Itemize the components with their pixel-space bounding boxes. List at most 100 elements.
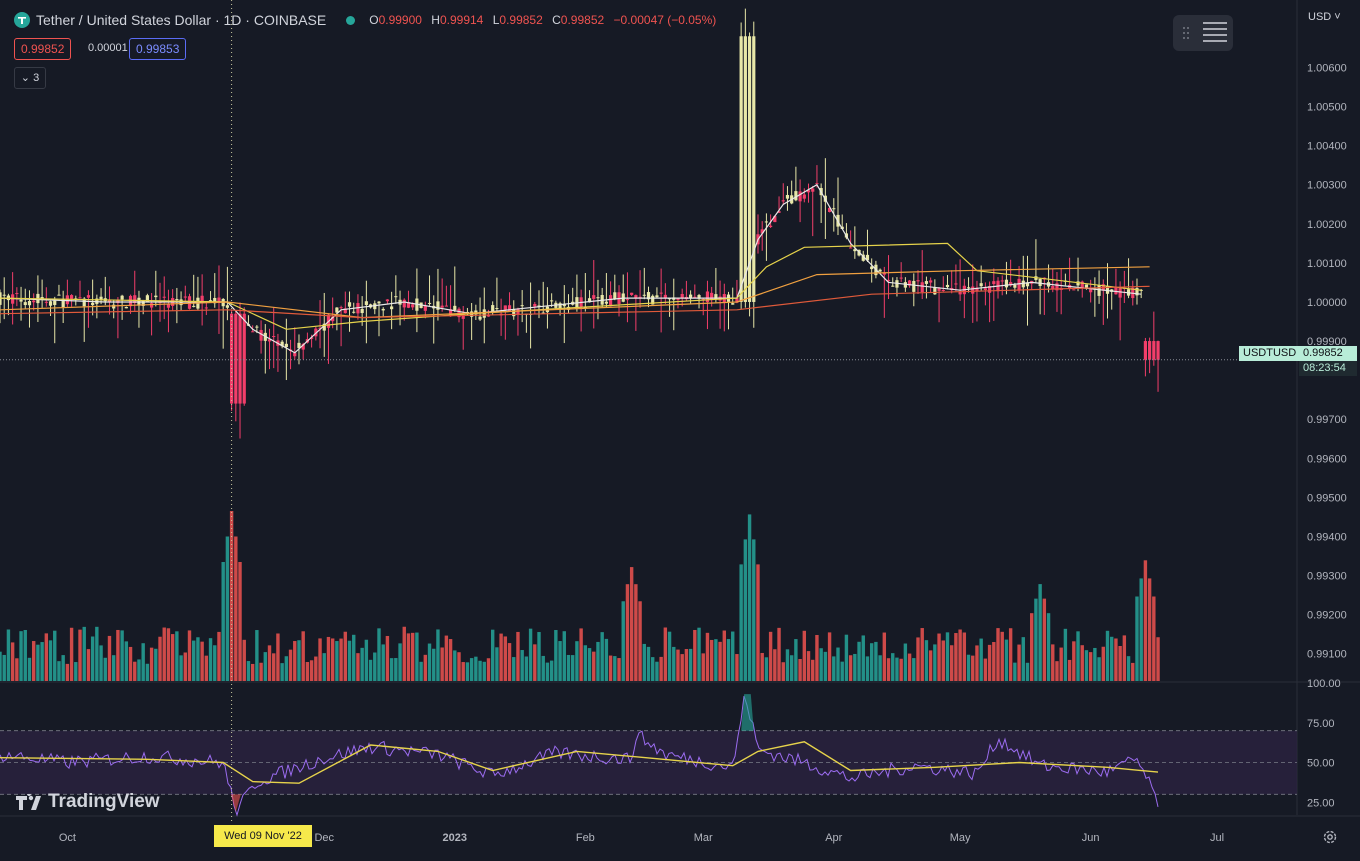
time-tick-label: Jun	[1082, 832, 1100, 844]
candle-body	[592, 295, 596, 299]
candle-body	[280, 341, 284, 347]
candle-body	[360, 308, 364, 314]
object-tree-button[interactable]	[1173, 15, 1233, 51]
rsi-oversold-fill	[230, 794, 241, 812]
volume-bar	[107, 635, 112, 681]
buy-price-button[interactable]: 0.99853	[129, 38, 187, 60]
candle-body	[849, 247, 853, 249]
volume-bar	[10, 642, 15, 681]
candle-body	[752, 36, 756, 302]
candle-body	[120, 295, 124, 300]
volume-bar	[1059, 647, 1063, 681]
volume-bar	[709, 639, 714, 681]
volume-bar	[1126, 656, 1131, 681]
volume-bar	[1000, 631, 1004, 681]
axes: 1.00600 1.00500 1.00400 1.00300 1.00200 1.001…	[0, 0, 1347, 844]
volume-bar	[27, 657, 32, 681]
currency-selector[interactable]: USD ˅	[1308, 11, 1341, 23]
candle-body	[145, 295, 149, 303]
candle-body	[381, 308, 385, 311]
volume-bar	[301, 631, 305, 681]
candle-body	[537, 305, 541, 307]
volume-bar	[474, 656, 478, 681]
candle-body	[878, 269, 882, 272]
candle-body	[154, 295, 158, 298]
volume-bar	[432, 648, 436, 681]
candle-body	[507, 305, 512, 312]
volume-bar	[747, 514, 752, 681]
volume-bar	[962, 632, 967, 681]
volume-bar	[924, 640, 929, 681]
candle-body	[457, 308, 461, 318]
volume-bar	[844, 634, 849, 681]
candle-body	[1089, 289, 1093, 293]
volume-bar	[840, 661, 844, 681]
candle-body	[625, 299, 630, 301]
volume-bar	[503, 636, 508, 681]
candle-body	[448, 309, 453, 317]
moving-average-line	[0, 183, 1142, 354]
volume-bar	[554, 630, 558, 681]
high-label: H	[431, 13, 440, 27]
volume-bar	[427, 643, 432, 681]
candle-body	[394, 296, 398, 298]
candle-body	[331, 316, 335, 322]
volume-bar	[516, 631, 520, 681]
volume-bar	[735, 654, 739, 681]
volume-bar	[465, 662, 470, 681]
volume-bar	[1046, 613, 1051, 681]
sell-price-button[interactable]: 0.99852	[14, 38, 72, 60]
candle-body	[975, 287, 979, 291]
candle-body	[503, 305, 507, 310]
candle-body	[937, 287, 941, 291]
open-value: 0.99900	[378, 13, 422, 27]
candle-body	[1000, 280, 1004, 282]
candle-body	[512, 309, 516, 317]
volume-bar	[688, 648, 693, 681]
symbol-title[interactable]: Tether / United States Dollar · 1D · COI…	[36, 12, 327, 28]
candle-body	[933, 287, 937, 295]
candle-body	[827, 207, 832, 212]
candle-body	[916, 280, 920, 282]
candle-body	[461, 313, 465, 319]
price-tick-label: 0.99200	[1307, 610, 1347, 622]
volume-bar	[78, 629, 82, 681]
price-tick-label: 1.00400	[1307, 141, 1347, 153]
volume-bar	[103, 657, 107, 681]
candle-body	[385, 299, 390, 302]
candle-body	[267, 339, 272, 342]
volume-bar	[65, 663, 70, 681]
volume-bar	[478, 660, 482, 681]
volume-bar	[832, 656, 836, 681]
volume-bar	[634, 584, 638, 681]
volume-bar	[920, 628, 924, 681]
volume-bar	[596, 641, 600, 681]
volume-bar	[752, 539, 756, 681]
rsi-tick-label: 100.00	[1307, 678, 1341, 690]
indicators-toggle[interactable]: ⌄ 3	[14, 67, 46, 89]
volume-bar	[242, 639, 246, 681]
volume-bar	[423, 654, 428, 681]
volume-bar	[158, 636, 162, 681]
candle-body	[642, 294, 646, 296]
volume-bar	[192, 640, 196, 681]
bar-countdown: 08:23:54	[1299, 361, 1357, 376]
volume-bar	[726, 639, 731, 681]
volume-bar	[225, 536, 230, 681]
price-tick-label: 0.99500	[1307, 492, 1347, 504]
volume-bar	[1105, 630, 1110, 681]
volume-bar	[128, 646, 133, 681]
volume-bar	[861, 635, 865, 681]
tradingview-logo[interactable]: TradingView	[16, 791, 160, 813]
price-tick-label: 1.00200	[1307, 219, 1347, 231]
volume-bar	[1017, 644, 1021, 681]
symbol-header[interactable]: Tether / United States Dollar · 1D · COI…	[14, 12, 716, 28]
volume-bar	[204, 655, 209, 681]
candle-body	[1021, 280, 1025, 288]
volume-bar	[562, 631, 566, 681]
candle-body	[1051, 286, 1055, 290]
gear-icon[interactable]	[1322, 829, 1338, 845]
volume-bar	[234, 536, 238, 681]
candle-body	[655, 295, 659, 298]
